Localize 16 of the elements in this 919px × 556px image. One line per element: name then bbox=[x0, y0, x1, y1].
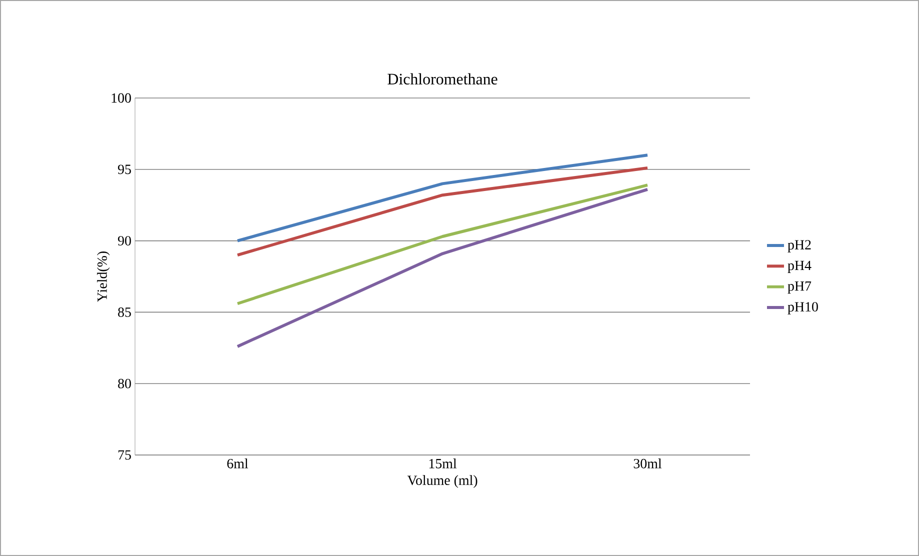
x-tick-label: 30ml bbox=[634, 458, 662, 468]
legend-label: pH10 bbox=[788, 302, 818, 314]
y-tick-label: 80 bbox=[118, 378, 131, 388]
y-tick-label: 90 bbox=[118, 236, 131, 246]
x-axis-title: Volume (ml) bbox=[407, 475, 478, 488]
legend-label: pH7 bbox=[788, 281, 812, 294]
legend-label: pH2 bbox=[788, 240, 811, 252]
y-tick-label: 100 bbox=[112, 93, 131, 103]
y-tick-label: 75 bbox=[118, 450, 131, 460]
y-axis-title: Yield(%) bbox=[97, 252, 110, 302]
y-tick-label: 85 bbox=[118, 307, 131, 317]
legend-label: pH4 bbox=[788, 260, 812, 273]
chart-title: Dichloromethane bbox=[388, 73, 498, 84]
y-tick-label: 95 bbox=[118, 164, 131, 174]
x-tick-label: 6ml bbox=[227, 458, 248, 468]
x-tick-label: 15ml bbox=[429, 458, 457, 468]
